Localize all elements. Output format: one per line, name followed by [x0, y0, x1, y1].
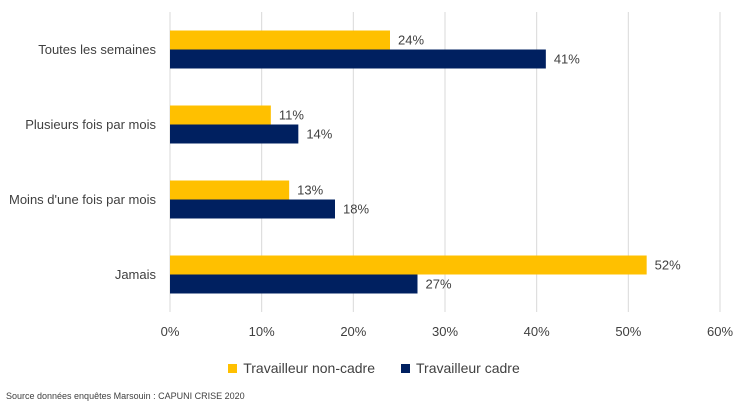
category-label: Moins d'une fois par mois	[9, 192, 156, 207]
data-label: 14%	[306, 127, 332, 142]
x-tick-label: 20%	[340, 324, 366, 339]
x-tick-label: 0%	[161, 324, 180, 339]
legend-swatch-non-cadre	[228, 363, 238, 373]
bar	[170, 255, 647, 275]
data-label: 11%	[279, 108, 304, 123]
data-label: 27%	[426, 277, 452, 292]
chart-legend: Travailleur non-cadre Travailleur cadre	[0, 360, 748, 376]
category-label: Jamais	[115, 267, 157, 282]
source-note: Source données enquêtes Marsouin : CAPUN…	[6, 391, 245, 401]
bar	[170, 105, 271, 125]
data-label: 52%	[655, 258, 681, 273]
category-label: Plusieurs fois par mois	[25, 117, 156, 132]
category-label: Toutes les semaines	[38, 42, 156, 57]
x-tick-label: 10%	[249, 324, 275, 339]
x-tick-label: 50%	[615, 324, 641, 339]
bar	[170, 30, 390, 50]
legend-item-non-cadre: Travailleur non-cadre	[228, 360, 375, 376]
bar	[170, 49, 546, 69]
legend-swatch-cadre	[401, 363, 410, 373]
x-tick-label: 40%	[524, 324, 550, 339]
data-label: 41%	[554, 52, 580, 67]
x-tick-label: 30%	[432, 324, 458, 339]
legend-item-cadre: Travailleur cadre	[401, 360, 520, 376]
x-tick-label: 60%	[707, 324, 733, 339]
data-label: 18%	[343, 202, 369, 217]
bar	[170, 274, 418, 294]
bar	[170, 124, 299, 144]
data-label: 24%	[398, 33, 424, 48]
legend-label-non-cadre: Travailleur non-cadre	[243, 360, 375, 376]
legend-label-cadre: Travailleur cadre	[416, 360, 520, 376]
bar	[170, 199, 335, 219]
bar	[170, 180, 290, 200]
data-label: 13%	[297, 183, 323, 198]
